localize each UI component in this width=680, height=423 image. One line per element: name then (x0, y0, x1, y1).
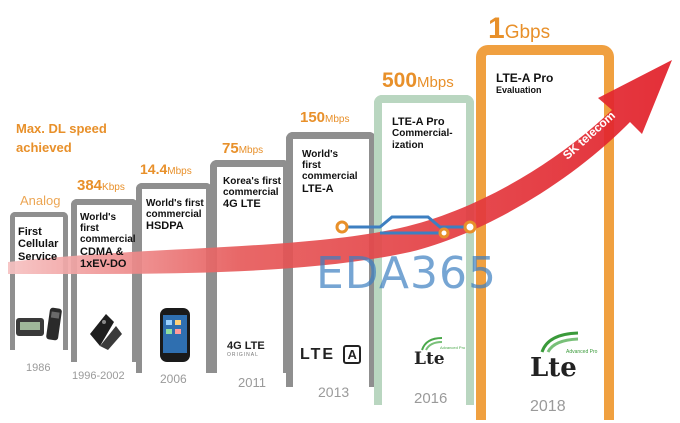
speed-unit: Mbps (238, 145, 264, 156)
stage-description-lte-a-pro-eval: LTE-A Pro Evaluation (496, 71, 554, 96)
stage-panel-hsdpa (136, 183, 212, 373)
year-label-2013: 2013 (318, 384, 350, 400)
stage-description-4g-lte: Korea's first commercial 4G LTE (223, 176, 281, 211)
lte-logo-subtext: Advanced Pro (440, 345, 466, 350)
year-label-1986: 1986 (26, 362, 51, 374)
speed-label-500mbps: 500Mbps (382, 69, 454, 93)
stage-panel-cdma (71, 199, 138, 362)
year-label-2018: 2018 (530, 398, 566, 415)
speed-value: 150 (300, 109, 326, 126)
speed-label-150mbps: 150Mbps (300, 109, 349, 127)
speed-label-analog: Analog (20, 193, 60, 208)
speed-value: 14.4 (140, 161, 168, 177)
4g-lte-logo-text: 4G LTE (227, 340, 265, 352)
lte-advanced-pro-logo: Lte (414, 349, 445, 369)
year-label-2016: 2016 (414, 390, 448, 407)
flip-phone-icon (90, 314, 122, 350)
smartphone-icon (160, 308, 190, 362)
speed-unit: Mbps (325, 114, 350, 125)
speed-label-384kbps: 384Kbps (77, 177, 125, 195)
speed-unit: Mbps (167, 166, 192, 177)
heading-line-2: achieved (16, 140, 72, 155)
lte-advanced-pro-swoosh-large (540, 331, 579, 353)
chart-heading: Max. DL speed achieved (16, 119, 107, 157)
lte-a-logo-badge: A (343, 345, 361, 364)
year-label-2006: 2006 (160, 372, 187, 386)
stage-description-cdma: World's first commercial CDMA & 1xEV-DO (80, 212, 136, 270)
lte-a-logo-text: LTE (300, 346, 336, 363)
watermark-circuit (335, 215, 477, 239)
speed-unit: Mbps (417, 74, 454, 91)
speed-label-14-4mbps: 14.4Mbps (140, 161, 192, 179)
speed-value: 75 (222, 140, 239, 157)
lte-logo-text: Lte (414, 349, 445, 369)
4g-lte-logo: 4G LTE ORIGINAL (227, 340, 265, 358)
speed-value: 1 (488, 12, 505, 45)
speed-unit: Kbps (102, 182, 125, 193)
stage-description-analog: First Cellular Service (18, 226, 59, 263)
pager-and-brick-phone-icon (16, 307, 62, 341)
year-label-2011: 2011 (238, 375, 266, 390)
lte-logo-large-subtext: Advanced Pro (566, 349, 598, 355)
speed-value: Analog (20, 193, 61, 208)
stage-description-lte-a: World's first commercial LTE-A (302, 149, 358, 195)
lte-a-logo: LTE A (300, 345, 361, 364)
speed-label-75mbps: 75Mbps (222, 140, 263, 158)
speed-unit: Gbps (504, 22, 551, 43)
lte-logo-large-text: Lte (530, 353, 577, 383)
year-label-1996-2002: 1996-2002 (72, 370, 125, 382)
lte-advanced-pro-logo-large: Lte (530, 353, 577, 383)
stage-panel-lte-a-pro-eval (476, 45, 614, 420)
4g-lte-logo-subtext: ORIGINAL (227, 352, 259, 358)
stage-panel-analog (10, 212, 68, 350)
heading-line-1: Max. DL speed (16, 121, 107, 136)
stage-description-lte-a-pro: LTE-A Pro Commercial- ization (392, 116, 453, 151)
speed-value: 500 (382, 69, 418, 92)
speed-label-1gbps: 1Gbps (488, 12, 550, 46)
watermark-text: EDA365 (316, 248, 497, 299)
lte-advanced-pro-swoosh-small (421, 337, 443, 351)
speed-value: 384 (77, 177, 103, 194)
stage-description-hsdpa: World's first commercial HSDPA (146, 198, 204, 233)
